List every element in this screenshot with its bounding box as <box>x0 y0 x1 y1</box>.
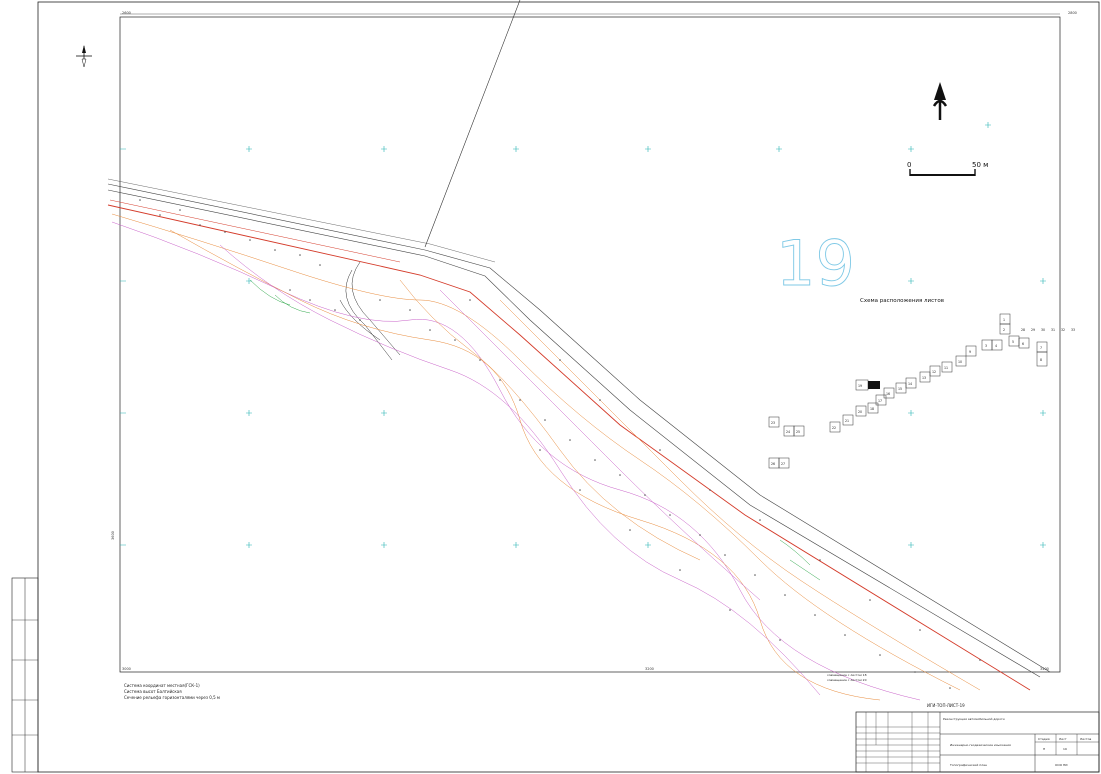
svg-text:29: 29 <box>1031 328 1035 332</box>
svg-text:32: 32 <box>1061 328 1065 332</box>
sheet-ref-prev: совмещение с листом 18 <box>827 673 867 677</box>
note-height-system: Система высот Балтийская <box>124 689 182 694</box>
svg-text:16: 16 <box>886 392 890 396</box>
svg-text:3: 3 <box>985 344 987 348</box>
north-arrow-large-icon <box>932 82 948 120</box>
svg-text:3600: 3600 <box>111 531 115 540</box>
sheet-number-watermark: 19 <box>776 227 855 300</box>
inset-sheet-numbers: 1 2 3 4 5 6 7 8 9 10 11 12 13 14 15 16 1… <box>771 318 1075 466</box>
svg-text:10: 10 <box>958 360 962 364</box>
sheet-layout-inset: Схема расположения листов <box>768 298 1075 469</box>
svg-text:21: 21 <box>845 419 849 423</box>
stamp-project-desc: Реконструкция автомобильной дороги <box>943 717 1005 721</box>
scale-end-label: 50 м <box>972 161 988 169</box>
survey-points <box>139 199 981 689</box>
svg-text:14: 14 <box>908 382 912 386</box>
svg-text:3400: 3400 <box>1040 667 1049 671</box>
svg-text:5: 5 <box>1012 340 1014 344</box>
map-notes: Система координат местная(ГСК-1) Система… <box>124 683 220 700</box>
grid-coordinate-labels: 2600 2800 3000 3200 3400 3600 <box>111 11 1077 671</box>
svg-text:8: 8 <box>1040 358 1042 362</box>
stamp-sheets-label: Листов <box>1080 737 1091 741</box>
svg-text:2800: 2800 <box>1068 11 1077 15</box>
svg-text:15: 15 <box>898 387 902 391</box>
stamp-org: ООО ПИ <box>1055 763 1068 767</box>
stamp-sheet-value: 19 <box>1063 747 1067 751</box>
svg-text:22: 22 <box>832 426 836 430</box>
svg-text:18: 18 <box>870 407 874 411</box>
svg-text:13: 13 <box>922 376 926 380</box>
svg-text:33: 33 <box>1071 328 1075 332</box>
coordinate-grid <box>120 122 1046 548</box>
road-corridor <box>107 178 1051 691</box>
svg-text:12: 12 <box>932 370 936 374</box>
stamp-stage-value: П <box>1043 747 1045 751</box>
svg-text:2600: 2600 <box>122 11 131 15</box>
stamp-sheet-label: Лист <box>1059 737 1067 741</box>
svg-text:7: 7 <box>1040 346 1042 350</box>
svg-text:30: 30 <box>1041 328 1045 332</box>
sheet-ref-next: совмещение с листом 20 <box>827 678 867 682</box>
outer-frame <box>37 1 1100 773</box>
inset-title: Схема расположения листов <box>860 298 944 304</box>
stamp-drawing-title: Инженерно-геодезические изыскания <box>950 743 1011 747</box>
svg-text:25: 25 <box>796 430 800 434</box>
svg-text:4: 4 <box>995 344 997 348</box>
stamp-drawing-name: Топографический план <box>949 763 987 767</box>
current-sheet-marker <box>868 381 880 389</box>
note-contour-interval: Сечение рельефа горизонталями через 0,5 … <box>124 695 220 700</box>
north-arrow-icon <box>76 45 92 68</box>
svg-text:3000: 3000 <box>122 667 131 671</box>
stamp-stage-label: Стадия <box>1038 737 1050 741</box>
svg-text:31: 31 <box>1051 328 1055 332</box>
leader-line <box>424 0 521 248</box>
svg-text:26: 26 <box>771 462 775 466</box>
title-block: ИГИ-ТОП-ЛИСТ-19 Реконструкция автомобиль… <box>855 703 1100 773</box>
stamp-code: ИГИ-ТОП-ЛИСТ-19 <box>927 703 965 708</box>
binding-strip <box>11 577 39 773</box>
scale-bar: 0 50 м <box>907 161 988 176</box>
sheet-refs: совмещение с листом 18 совмещение с лист… <box>827 673 867 682</box>
svg-text:11: 11 <box>944 366 948 370</box>
svg-text:3200: 3200 <box>645 667 654 671</box>
svg-text:1: 1 <box>1003 318 1005 322</box>
svg-text:2: 2 <box>1003 328 1005 332</box>
contour-lines <box>111 213 981 701</box>
svg-text:17: 17 <box>878 399 882 403</box>
svg-text:20: 20 <box>858 410 862 414</box>
svg-text:28: 28 <box>1021 328 1025 332</box>
svg-text:27: 27 <box>781 462 785 466</box>
note-coordinate-system: Система координат местная(ГСК-1) <box>124 683 200 688</box>
svg-text:9: 9 <box>969 350 971 354</box>
svg-text:23: 23 <box>771 421 775 425</box>
map-frame <box>119 16 1061 673</box>
scale-zero-label: 0 <box>907 161 911 169</box>
svg-text:19: 19 <box>858 384 862 388</box>
svg-text:6: 6 <box>1022 342 1024 346</box>
svg-text:24: 24 <box>786 430 790 434</box>
